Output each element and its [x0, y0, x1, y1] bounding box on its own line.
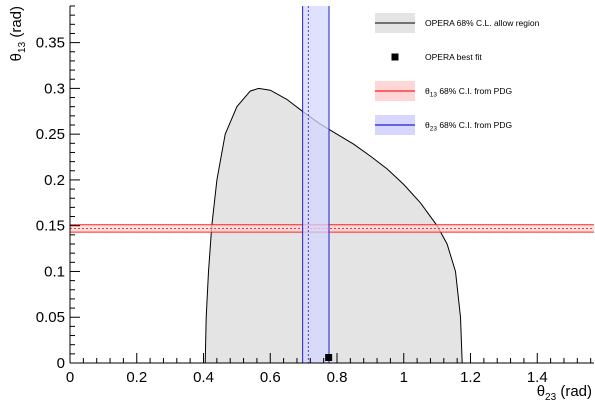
- x-tick-label: 0.8: [327, 369, 348, 386]
- y-axis-title: θ13 (rad): [8, 6, 28, 61]
- x-tick-label: 0: [66, 369, 74, 386]
- y-tick-label: 0: [57, 355, 65, 372]
- x-tick-label: 1.2: [460, 369, 481, 386]
- y-tick-label: 0.15: [36, 218, 65, 235]
- x-tick-label: 0.2: [126, 369, 147, 386]
- y-tick-label: 0.2: [44, 172, 65, 189]
- y-tick-label: 0.35: [36, 35, 65, 52]
- y-tick-label: 0.1: [44, 263, 65, 280]
- best-fit-marker: [325, 354, 333, 362]
- y-tick-label: 0.25: [36, 126, 65, 143]
- x-axis-title: θ23 (rad): [537, 383, 592, 402]
- x-tick-label: 1: [400, 369, 408, 386]
- x-tick-label: 0.4: [193, 369, 214, 386]
- legend-label: θ13 68% C.I. from PDG: [425, 86, 512, 99]
- legend-label: OPERA best fit: [425, 52, 482, 62]
- x-tick-label: 0.6: [260, 369, 281, 386]
- legend-label: θ23 68% C.I. from PDG: [425, 120, 512, 133]
- y-tick-label: 0.3: [44, 80, 65, 97]
- legend-best-fit-marker: [391, 53, 399, 61]
- theta23-band: [302, 6, 329, 363]
- y-tick-label: 0.05: [36, 309, 65, 326]
- legend-label: OPERA 68% C.L. allow region: [425, 18, 540, 28]
- x-tick-label: 1.4: [527, 369, 548, 386]
